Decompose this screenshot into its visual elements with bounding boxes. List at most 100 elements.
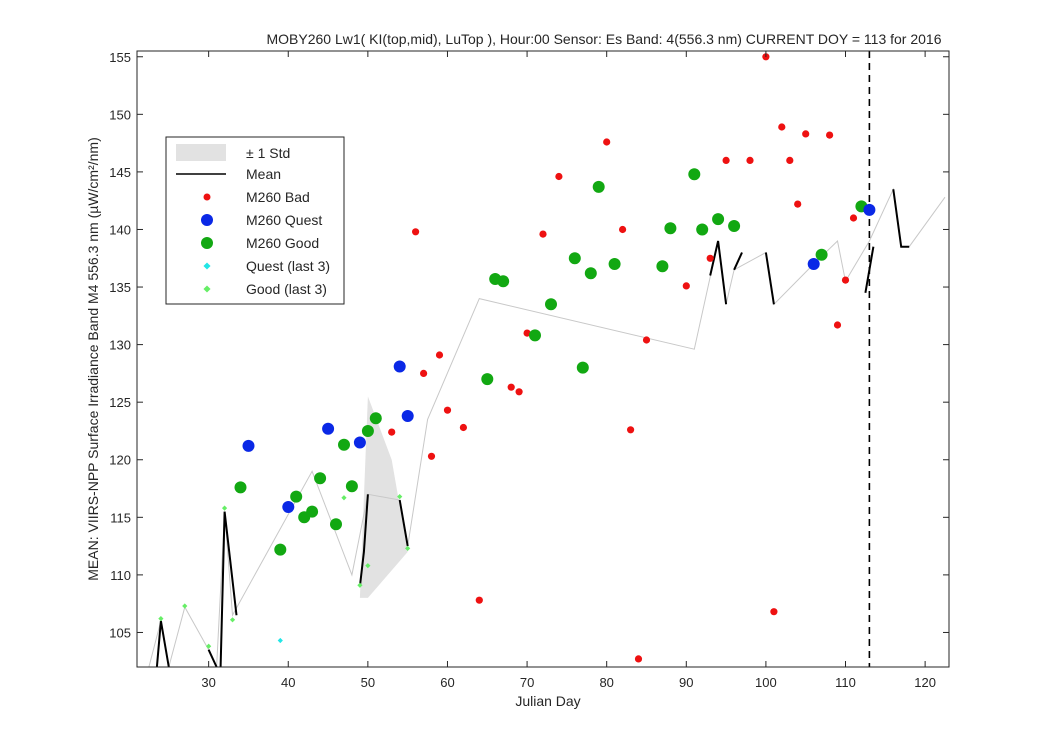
axis-ticks-layer: 30 40 50 60 70 80 90 100 110 120 105 110 115 120 125 13… xyxy=(109,50,949,690)
good-point xyxy=(608,258,621,270)
bad-point xyxy=(539,230,547,238)
good-last3-point xyxy=(397,493,403,500)
y-tick-label: 140 xyxy=(109,222,131,237)
x-axis-label: Julian Day xyxy=(515,693,580,709)
x-tick-label: 30 xyxy=(201,675,215,690)
good-point xyxy=(274,543,287,556)
bad-point xyxy=(841,276,850,284)
bad-point xyxy=(435,351,444,359)
bad-point xyxy=(420,369,428,377)
x-tick-label: 40 xyxy=(281,675,295,690)
bad-point xyxy=(507,383,515,391)
mean-line-segment xyxy=(733,252,743,271)
bad-point xyxy=(826,131,834,139)
good-last3-point xyxy=(341,495,347,501)
bad-point xyxy=(427,452,436,460)
x-tick-label: 80 xyxy=(599,675,613,690)
bad-point xyxy=(388,428,396,436)
good-point xyxy=(568,252,581,265)
data-points-layer xyxy=(158,53,876,663)
good-point xyxy=(592,180,605,193)
y-tick-label: 145 xyxy=(109,165,131,180)
bad-point xyxy=(603,138,611,146)
good-point xyxy=(664,222,677,235)
good-last3-point xyxy=(357,582,363,588)
good-point xyxy=(314,472,327,485)
legend-std-swatch xyxy=(176,144,226,161)
good-point xyxy=(656,260,669,273)
good-last3-point xyxy=(221,505,228,511)
quest-point xyxy=(863,203,876,216)
y-axis-label: MEAN: VIIRS-NPP Surface Irradiance Band … xyxy=(85,137,101,581)
y-tick-label: 135 xyxy=(109,280,131,295)
bad-point xyxy=(459,423,467,432)
bad-point xyxy=(833,321,842,329)
quest-point xyxy=(353,436,366,449)
legend-good-last3-marker xyxy=(203,285,211,293)
good-last3-point xyxy=(182,603,188,609)
good-last3-point xyxy=(405,545,411,552)
good-point xyxy=(696,223,709,236)
x-tick-label: 70 xyxy=(520,675,534,690)
legend-entry-std: ± 1 Std xyxy=(246,145,290,161)
chart-title: MOBY260 Lw1( KI(top,mid), LuTop ), Hour:… xyxy=(266,31,941,47)
legend-bad-marker xyxy=(203,193,211,201)
quest-point xyxy=(282,501,295,513)
bad-point xyxy=(770,608,778,616)
good-point xyxy=(234,481,247,494)
x-tick-label: 50 xyxy=(361,675,375,690)
mean-line-segment xyxy=(219,511,238,668)
good-last3-point xyxy=(206,643,212,649)
bad-point xyxy=(786,156,794,164)
bad-point xyxy=(443,406,452,414)
legend-entry-quest: M260 Quest xyxy=(246,212,322,228)
good-point xyxy=(497,275,510,288)
bad-point xyxy=(523,329,531,337)
x-tick-label: 60 xyxy=(440,675,454,690)
bad-point xyxy=(634,655,643,663)
mean-line-segment xyxy=(892,189,910,248)
bad-point xyxy=(802,130,810,138)
good-point xyxy=(576,361,589,374)
mean-line-segment xyxy=(709,240,728,305)
good-point xyxy=(338,438,350,451)
good-point xyxy=(728,220,741,232)
x-tick-label: 90 xyxy=(679,675,693,690)
quest-point xyxy=(322,422,335,435)
mean-line-segment xyxy=(207,649,218,668)
bad-point xyxy=(794,200,802,208)
good-point xyxy=(290,490,303,503)
legend-entry-quest-last3: Quest (last 3) xyxy=(246,258,330,274)
legend: ± 1 Std Mean M260 Bad M260 Quest M260 Go… xyxy=(165,136,345,305)
mean-line-segment xyxy=(358,494,369,587)
good-point xyxy=(369,412,382,425)
quest-point xyxy=(242,439,255,452)
good-point xyxy=(361,425,374,437)
legend-quest-marker xyxy=(201,214,213,226)
mean-bold-layer xyxy=(155,189,910,668)
plot-frame xyxy=(136,50,950,668)
bad-point xyxy=(412,228,420,236)
bad-point xyxy=(619,225,627,234)
bad-point xyxy=(682,282,690,290)
legend-entry-mean: Mean xyxy=(246,166,281,182)
x-tick-label: 120 xyxy=(914,675,936,690)
bad-point xyxy=(515,388,523,396)
bad-point xyxy=(722,156,730,164)
y-tick-label: 150 xyxy=(109,107,131,122)
y-tick-label: 115 xyxy=(110,510,131,525)
y-tick-label: 155 xyxy=(109,50,131,65)
good-last3-point xyxy=(229,617,236,623)
bad-point xyxy=(642,336,651,344)
legend-entry-good-last3: Good (last 3) xyxy=(246,281,327,297)
bad-point xyxy=(555,172,563,181)
legend-entry-bad: M260 Bad xyxy=(246,189,310,205)
quest-point xyxy=(401,410,414,422)
good-point xyxy=(584,267,597,280)
y-tick-label: 120 xyxy=(109,453,131,468)
mean-line-segment xyxy=(398,499,409,547)
good-point xyxy=(481,373,494,386)
y-tick-label: 105 xyxy=(109,625,131,640)
